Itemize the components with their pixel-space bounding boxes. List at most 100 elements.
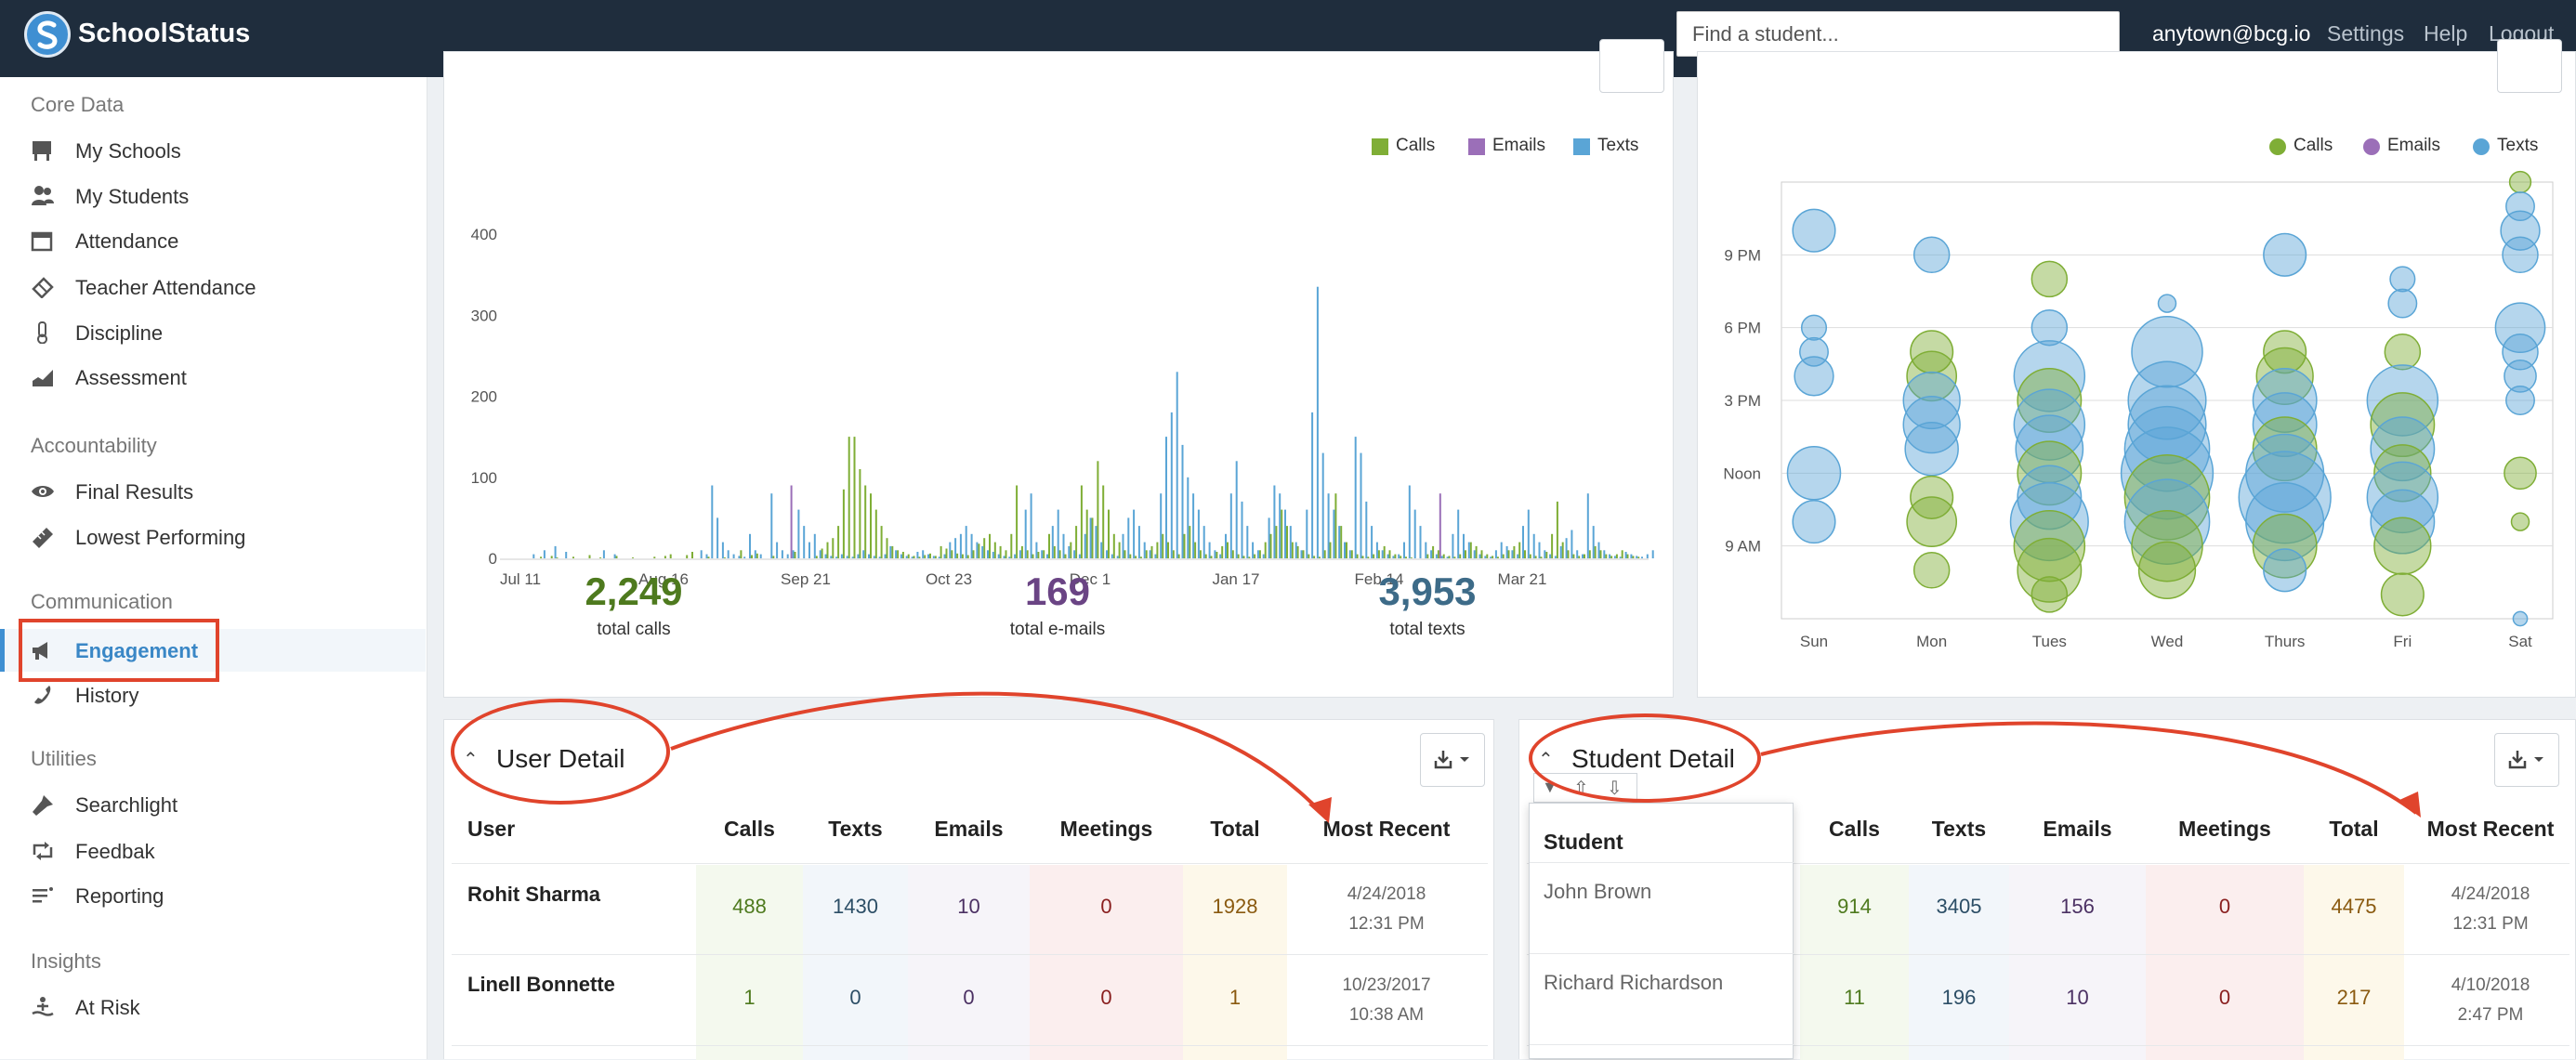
bar-calls[interactable] [572, 556, 574, 558]
bar-texts[interactable] [705, 554, 708, 558]
bar-texts[interactable] [1062, 533, 1065, 558]
bar-texts[interactable] [543, 550, 545, 558]
bar-texts[interactable] [1068, 545, 1071, 558]
bar-texts[interactable] [1051, 526, 1054, 558]
bar-calls[interactable] [907, 554, 910, 558]
bar-calls[interactable] [1016, 485, 1019, 559]
bubble-texts[interactable] [1902, 395, 1961, 454]
bar-texts[interactable] [1133, 509, 1136, 558]
bubble-calls[interactable] [2508, 170, 2532, 194]
bar-calls[interactable] [1129, 554, 1132, 558]
bar-texts[interactable] [1490, 556, 1492, 558]
bubble-texts[interactable] [2017, 465, 2083, 530]
bar-texts[interactable] [1225, 533, 1227, 558]
bar-texts[interactable] [1095, 526, 1097, 558]
bar-calls[interactable] [1340, 526, 1343, 558]
bar-calls[interactable] [874, 509, 877, 558]
bubble-texts[interactable] [2370, 416, 2436, 482]
bar-texts[interactable] [846, 556, 848, 558]
bubble-texts[interactable] [2245, 482, 2325, 562]
bar-calls[interactable] [1356, 554, 1359, 558]
bar-texts[interactable] [1187, 477, 1189, 559]
bar-texts[interactable] [1565, 538, 1568, 558]
bar-calls[interactable] [1545, 552, 1548, 558]
bar-calls[interactable] [1400, 556, 1402, 558]
bar-calls[interactable] [1037, 552, 1040, 558]
bar-texts[interactable] [1262, 554, 1265, 558]
column-header-texts[interactable]: Texts [1931, 817, 1987, 841]
bar-texts[interactable] [1321, 452, 1324, 558]
bar-calls[interactable] [1124, 550, 1126, 558]
bar-calls[interactable] [1459, 554, 1462, 558]
bar-calls[interactable] [1020, 545, 1023, 558]
bubble-texts[interactable] [2366, 461, 2439, 534]
sidebar-item-reporting[interactable]: Reporting [0, 874, 426, 917]
bar-calls[interactable] [1361, 556, 1364, 558]
bubble-texts[interactable] [1902, 371, 1961, 430]
bar-texts[interactable] [1176, 372, 1178, 558]
column-header-meetings[interactable]: Meetings [2178, 817, 2271, 841]
bar-calls[interactable] [1507, 550, 1510, 558]
bar-texts[interactable] [932, 556, 935, 558]
bubble-calls[interactable] [2131, 509, 2203, 582]
bar-texts[interactable] [1100, 542, 1103, 558]
bar-calls[interactable] [934, 556, 937, 558]
bar-texts[interactable] [1295, 542, 1297, 558]
bubble-texts[interactable] [1912, 236, 1951, 274]
bar-texts[interactable] [1246, 526, 1249, 558]
bar-calls[interactable] [615, 556, 618, 558]
sidebar-item-teacher-attendance[interactable]: Teacher Attendance [0, 266, 426, 308]
bar-calls[interactable] [1254, 554, 1256, 558]
bar-calls[interactable] [1064, 554, 1067, 558]
bar-texts[interactable] [1235, 461, 1238, 558]
bar-calls[interactable] [978, 543, 980, 558]
bar-calls[interactable] [669, 554, 672, 558]
bar-calls[interactable] [1410, 557, 1413, 558]
bar-calls[interactable] [1070, 542, 1072, 558]
bubble-calls[interactable] [2263, 330, 2307, 374]
bar-texts[interactable] [938, 556, 940, 558]
bar-texts[interactable] [895, 550, 898, 558]
bar-calls[interactable] [1308, 554, 1310, 558]
bar-calls[interactable] [1377, 550, 1380, 558]
bubble-calls[interactable] [2373, 444, 2432, 503]
bar-calls[interactable] [1227, 542, 1229, 558]
bar-texts[interactable] [1348, 550, 1351, 558]
bubble-texts[interactable] [2505, 191, 2535, 222]
bar-calls[interactable] [1204, 554, 1207, 558]
bar-texts[interactable] [1127, 517, 1130, 558]
bar-texts[interactable] [965, 526, 967, 558]
bar-texts[interactable] [1338, 526, 1341, 558]
bar-calls[interactable] [1367, 556, 1370, 558]
bar-calls[interactable] [664, 556, 666, 558]
bar-texts[interactable] [1143, 542, 1146, 558]
bubble-calls[interactable] [2252, 513, 2318, 579]
bar-texts[interactable] [835, 556, 838, 558]
bar-calls[interactable] [815, 556, 818, 558]
bar-texts[interactable] [1116, 556, 1119, 558]
bar-calls[interactable] [1551, 533, 1554, 558]
bar-texts[interactable] [819, 550, 821, 558]
bar-calls[interactable] [1578, 556, 1581, 558]
bubble-calls[interactable] [1906, 496, 1958, 547]
bar-texts[interactable] [1030, 493, 1032, 558]
bar-texts[interactable] [721, 542, 724, 558]
bar-texts[interactable] [1375, 542, 1378, 558]
bar-calls[interactable] [1189, 526, 1191, 558]
bar-calls[interactable] [1199, 550, 1202, 558]
download-dropdown-button[interactable] [2494, 733, 2559, 787]
column-header-most-recent[interactable]: Most Recent [1322, 817, 1451, 841]
bubble-texts[interactable] [2366, 364, 2439, 437]
bar-calls[interactable] [951, 550, 953, 558]
bar-calls[interactable] [1588, 550, 1591, 558]
bar-calls[interactable] [1626, 554, 1629, 558]
bar-calls[interactable] [913, 556, 915, 558]
bubble-texts[interactable] [2370, 489, 2436, 555]
bar-calls[interactable] [1329, 542, 1332, 558]
bar-calls[interactable] [1318, 556, 1321, 558]
bar-texts[interactable] [1279, 493, 1281, 558]
bar-texts[interactable] [1457, 509, 1460, 558]
student-name[interactable]: Richard Richardson [1544, 971, 1724, 994]
bar-calls[interactable] [1216, 552, 1218, 558]
bar-texts[interactable] [1137, 526, 1140, 558]
